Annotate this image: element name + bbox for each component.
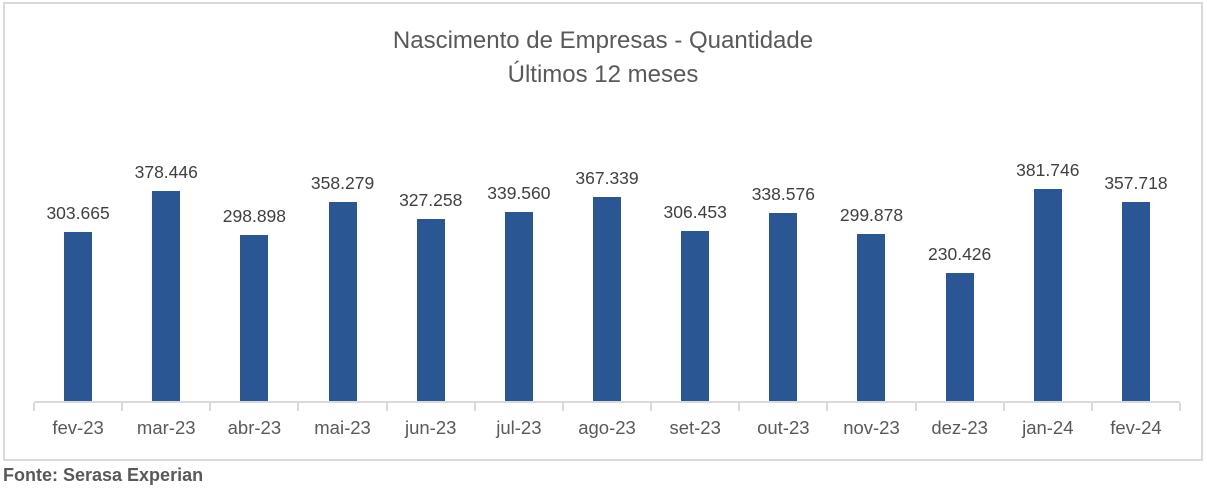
bar-group: 303.665 bbox=[34, 103, 122, 401]
bar-value-label: 378.446 bbox=[134, 162, 198, 182]
bar-value-label: 298.898 bbox=[222, 206, 287, 226]
bar bbox=[1121, 202, 1150, 401]
axis-tick bbox=[738, 403, 741, 411]
bar-value-label: 327.258 bbox=[399, 190, 463, 210]
source-note: Fonte: Serasa Experian bbox=[3, 465, 204, 485]
bar bbox=[857, 234, 886, 401]
axis-tick bbox=[297, 403, 300, 411]
axis-tick bbox=[473, 403, 476, 411]
x-axis-label: mar-23 bbox=[121, 403, 210, 445]
x-axis-label: set-23 bbox=[650, 403, 739, 445]
chart-title-line1: Nascimento de Empresas - Quantidade bbox=[392, 27, 814, 54]
x-axis-label: jul-23 bbox=[473, 403, 563, 445]
bar-value-label: 338.576 bbox=[751, 184, 815, 204]
bar-value-label: 381.746 bbox=[1016, 160, 1080, 180]
x-axis-label: mai-23 bbox=[297, 403, 386, 445]
axis-tick bbox=[1179, 403, 1182, 411]
bar-value-label: 358.279 bbox=[310, 173, 375, 193]
bar-group: 338.576 bbox=[739, 103, 827, 401]
axis-tick bbox=[385, 403, 388, 411]
bar-group: 357.718 bbox=[1092, 103, 1180, 401]
axis-tick bbox=[650, 403, 653, 411]
axis-tick bbox=[561, 403, 564, 411]
bar-value-label: 357.718 bbox=[1104, 173, 1168, 193]
bar bbox=[593, 197, 622, 401]
x-axis-label: ago-23 bbox=[561, 403, 651, 445]
x-axis-label: dez-23 bbox=[914, 403, 1004, 445]
x-axis: fev-23 mar-23 abr-23 mai-23 jun-23 jul-23 ago-… bbox=[33, 403, 1182, 445]
plot-area: 303.665 378.446 298.898 358.279 327.258 339.5… bbox=[34, 103, 1180, 403]
x-axis-label: jan-24 bbox=[1002, 403, 1092, 445]
bar-value-label: 367.339 bbox=[575, 168, 639, 188]
bar bbox=[504, 212, 533, 401]
bar-value-label: 306.453 bbox=[663, 202, 727, 222]
axis-tick bbox=[826, 403, 829, 411]
bar-value-label: 339.560 bbox=[487, 183, 551, 203]
x-axis-label: out-23 bbox=[738, 403, 827, 445]
chart-title-line2: Últimos 12 meses bbox=[507, 61, 699, 88]
bar-group: 358.279 bbox=[298, 103, 386, 401]
bar bbox=[945, 273, 974, 401]
bar bbox=[64, 232, 93, 401]
bar-value-label: 230.426 bbox=[928, 244, 992, 264]
axis-tick bbox=[1090, 403, 1093, 411]
bar bbox=[769, 213, 798, 401]
bar bbox=[152, 191, 181, 401]
axis-tick bbox=[1002, 403, 1005, 411]
bar-group: 230.426 bbox=[916, 103, 1004, 401]
axis-tick bbox=[33, 403, 35, 411]
bar-group: 367.339 bbox=[563, 103, 651, 401]
x-axis-label: nov-23 bbox=[826, 403, 915, 445]
bar bbox=[328, 202, 357, 401]
bar-group: 298.898 bbox=[210, 103, 298, 401]
chart-area: Nascimento de Empresas - Quantidade Últi… bbox=[3, 2, 1203, 461]
bar-group: 306.453 bbox=[651, 103, 739, 401]
bar-value-label: 299.878 bbox=[839, 205, 904, 225]
bar-group: 339.560 bbox=[475, 103, 563, 401]
bar-value-label: 303.665 bbox=[46, 203, 110, 223]
axis-tick bbox=[121, 403, 124, 411]
bar bbox=[240, 235, 269, 401]
chart-title: Nascimento de Empresas - Quantidade Últi… bbox=[5, 24, 1201, 92]
x-axis-label: abr-23 bbox=[209, 403, 298, 445]
bar bbox=[681, 231, 710, 401]
bar-group: 299.878 bbox=[827, 103, 915, 401]
axis-tick bbox=[209, 403, 212, 411]
x-axis-label: fev-24 bbox=[1090, 403, 1182, 445]
bar bbox=[416, 219, 445, 401]
x-axis-label: jun-23 bbox=[385, 403, 475, 445]
bar bbox=[1033, 189, 1062, 401]
bar-group: 327.258 bbox=[387, 103, 475, 401]
axis-tick bbox=[914, 403, 917, 411]
x-axis-label: fev-23 bbox=[33, 403, 122, 445]
bar-group: 381.746 bbox=[1004, 103, 1092, 401]
bar-group: 378.446 bbox=[122, 103, 210, 401]
